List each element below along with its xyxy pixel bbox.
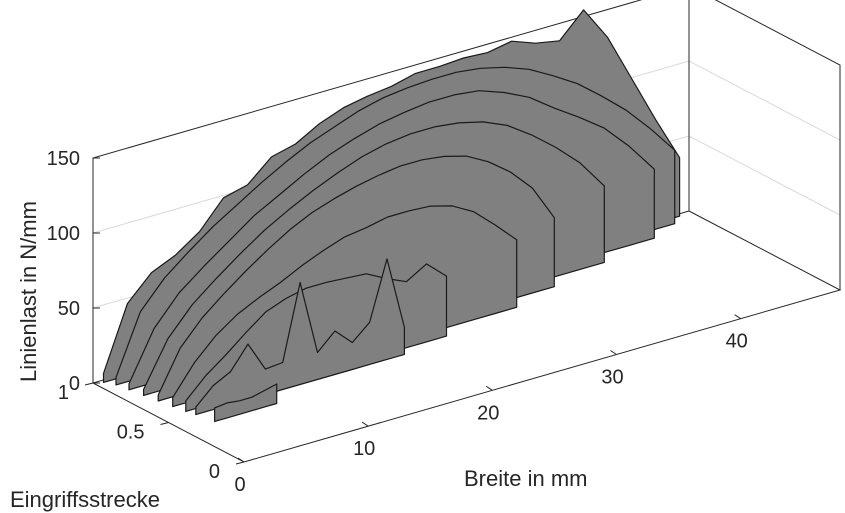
y-tick-label: 0 (209, 461, 220, 483)
z-tick-label: 150 (47, 148, 80, 170)
z-tick-label: 0 (69, 373, 80, 395)
ribbon-surface (102, 9, 681, 422)
x-tick-mark (361, 421, 369, 427)
y-axis-title: Eingriffsstrecke (10, 487, 160, 512)
x-tick-label: 20 (477, 402, 499, 424)
x-tick-mark (237, 457, 245, 463)
z-axis-title: Linienlast in N/mm (16, 201, 41, 382)
x-tick-mark (734, 314, 741, 320)
x-tick-label: 40 (726, 331, 748, 353)
y-tick-mark (235, 461, 245, 465)
x-tick-label: 0 (234, 474, 245, 496)
y-tick-label: 1 (58, 382, 69, 404)
x-tick-label: 30 (601, 367, 623, 389)
x-axis-title: Breite in mm (464, 466, 587, 491)
x-tick-mark (486, 385, 493, 391)
x-tick-mark (610, 350, 617, 355)
y-tick-mark (84, 382, 94, 386)
ribbon-fill (214, 383, 278, 422)
y-tick-label: 0.5 (117, 422, 145, 444)
box-side-wall (714, 0, 841, 290)
z-tick-label: 100 (47, 223, 80, 245)
y-tick-mark (160, 422, 169, 425)
x-tick-label: 10 (353, 438, 375, 460)
z-tick-label: 50 (58, 298, 80, 320)
